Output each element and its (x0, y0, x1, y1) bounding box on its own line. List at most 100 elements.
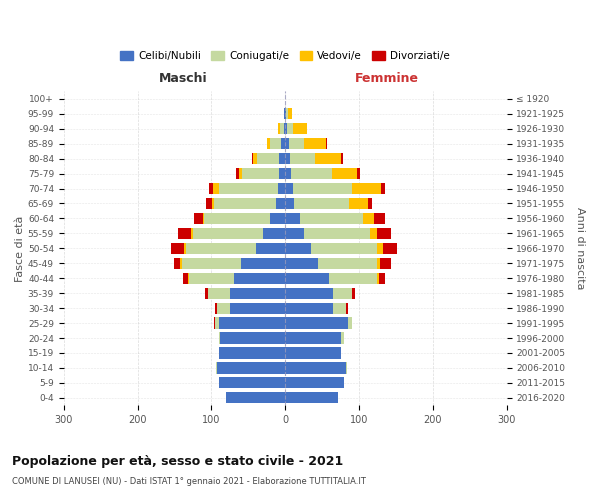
Bar (285, 272, 329, 284)
Bar (383, 242, 397, 254)
Bar (285, 332, 341, 344)
Bar (291, 168, 332, 179)
Bar (319, 258, 377, 269)
Bar (257, 153, 279, 164)
Bar (346, 302, 348, 314)
Bar (171, 242, 184, 254)
Bar (352, 288, 355, 299)
Bar (377, 242, 383, 254)
Bar (285, 198, 294, 209)
Bar (212, 198, 214, 209)
Bar (341, 153, 343, 164)
Bar (214, 318, 215, 328)
Bar (279, 168, 285, 179)
Bar (349, 198, 368, 209)
Bar (285, 362, 346, 374)
Bar (285, 378, 344, 388)
Bar (293, 123, 307, 134)
Bar (242, 168, 279, 179)
Legend: Celibi/Nubili, Coniugati/e, Vedovi/e, Divorziati/e: Celibi/Nubili, Coniugati/e, Vedovi/e, Di… (116, 46, 454, 65)
Bar (281, 138, 285, 149)
Bar (288, 108, 292, 120)
Bar (332, 168, 358, 179)
Bar (290, 153, 316, 164)
Bar (285, 213, 300, 224)
Bar (184, 242, 185, 254)
Bar (215, 318, 219, 328)
Bar (182, 258, 241, 269)
Bar (277, 198, 285, 209)
Bar (203, 213, 204, 224)
Bar (182, 272, 188, 284)
Bar (333, 302, 346, 314)
Bar (219, 183, 278, 194)
Bar (326, 138, 327, 149)
Bar (285, 228, 304, 239)
Bar (311, 242, 377, 254)
Bar (236, 168, 239, 179)
Bar (267, 138, 271, 149)
Bar (204, 213, 271, 224)
Bar (380, 258, 391, 269)
Bar (219, 378, 285, 388)
Bar (346, 362, 347, 374)
Bar (256, 242, 285, 254)
Bar (285, 138, 289, 149)
Bar (348, 318, 352, 328)
Bar (300, 213, 362, 224)
Text: Popolazione per età, sesso e stato civile - 2021: Popolazione per età, sesso e stato civil… (12, 455, 343, 468)
Bar (377, 258, 380, 269)
Bar (285, 348, 341, 358)
Bar (341, 332, 344, 344)
Bar (185, 242, 256, 254)
Bar (252, 153, 253, 164)
Bar (263, 228, 285, 239)
Bar (191, 228, 193, 239)
Bar (285, 258, 319, 269)
Bar (293, 183, 352, 194)
Text: COMUNE DI LANUSEI (NU) - Dati ISTAT 1° gennaio 2021 - Elaborazione TUTTITALIA.IT: COMUNE DI LANUSEI (NU) - Dati ISTAT 1° g… (12, 478, 366, 486)
Bar (374, 213, 385, 224)
Bar (284, 108, 285, 120)
Bar (217, 362, 285, 374)
Bar (358, 168, 360, 179)
Bar (271, 213, 285, 224)
Bar (294, 198, 349, 209)
Bar (285, 168, 291, 179)
Bar (241, 258, 285, 269)
Bar (219, 348, 285, 358)
Bar (226, 392, 285, 404)
Bar (377, 228, 391, 239)
Bar (253, 153, 257, 164)
Bar (368, 198, 371, 209)
Bar (329, 272, 377, 284)
Bar (286, 108, 288, 120)
Bar (219, 332, 220, 344)
Bar (285, 108, 286, 120)
Bar (287, 123, 293, 134)
Bar (285, 288, 333, 299)
Bar (189, 272, 233, 284)
Bar (214, 198, 277, 209)
Bar (239, 168, 242, 179)
Bar (193, 228, 263, 239)
Bar (285, 123, 287, 134)
Bar (362, 213, 374, 224)
Y-axis label: Fasce di età: Fasce di età (15, 215, 25, 282)
Text: Femmine: Femmine (355, 72, 419, 85)
Bar (278, 183, 285, 194)
Bar (175, 258, 181, 269)
Bar (377, 272, 379, 284)
Bar (217, 302, 230, 314)
Bar (285, 153, 290, 164)
Bar (289, 138, 304, 149)
Bar (178, 228, 191, 239)
Bar (285, 392, 338, 404)
Bar (278, 123, 280, 134)
Bar (205, 288, 208, 299)
Bar (215, 302, 217, 314)
Bar (370, 228, 377, 239)
Bar (284, 123, 285, 134)
Bar (333, 288, 352, 299)
Bar (379, 272, 385, 284)
